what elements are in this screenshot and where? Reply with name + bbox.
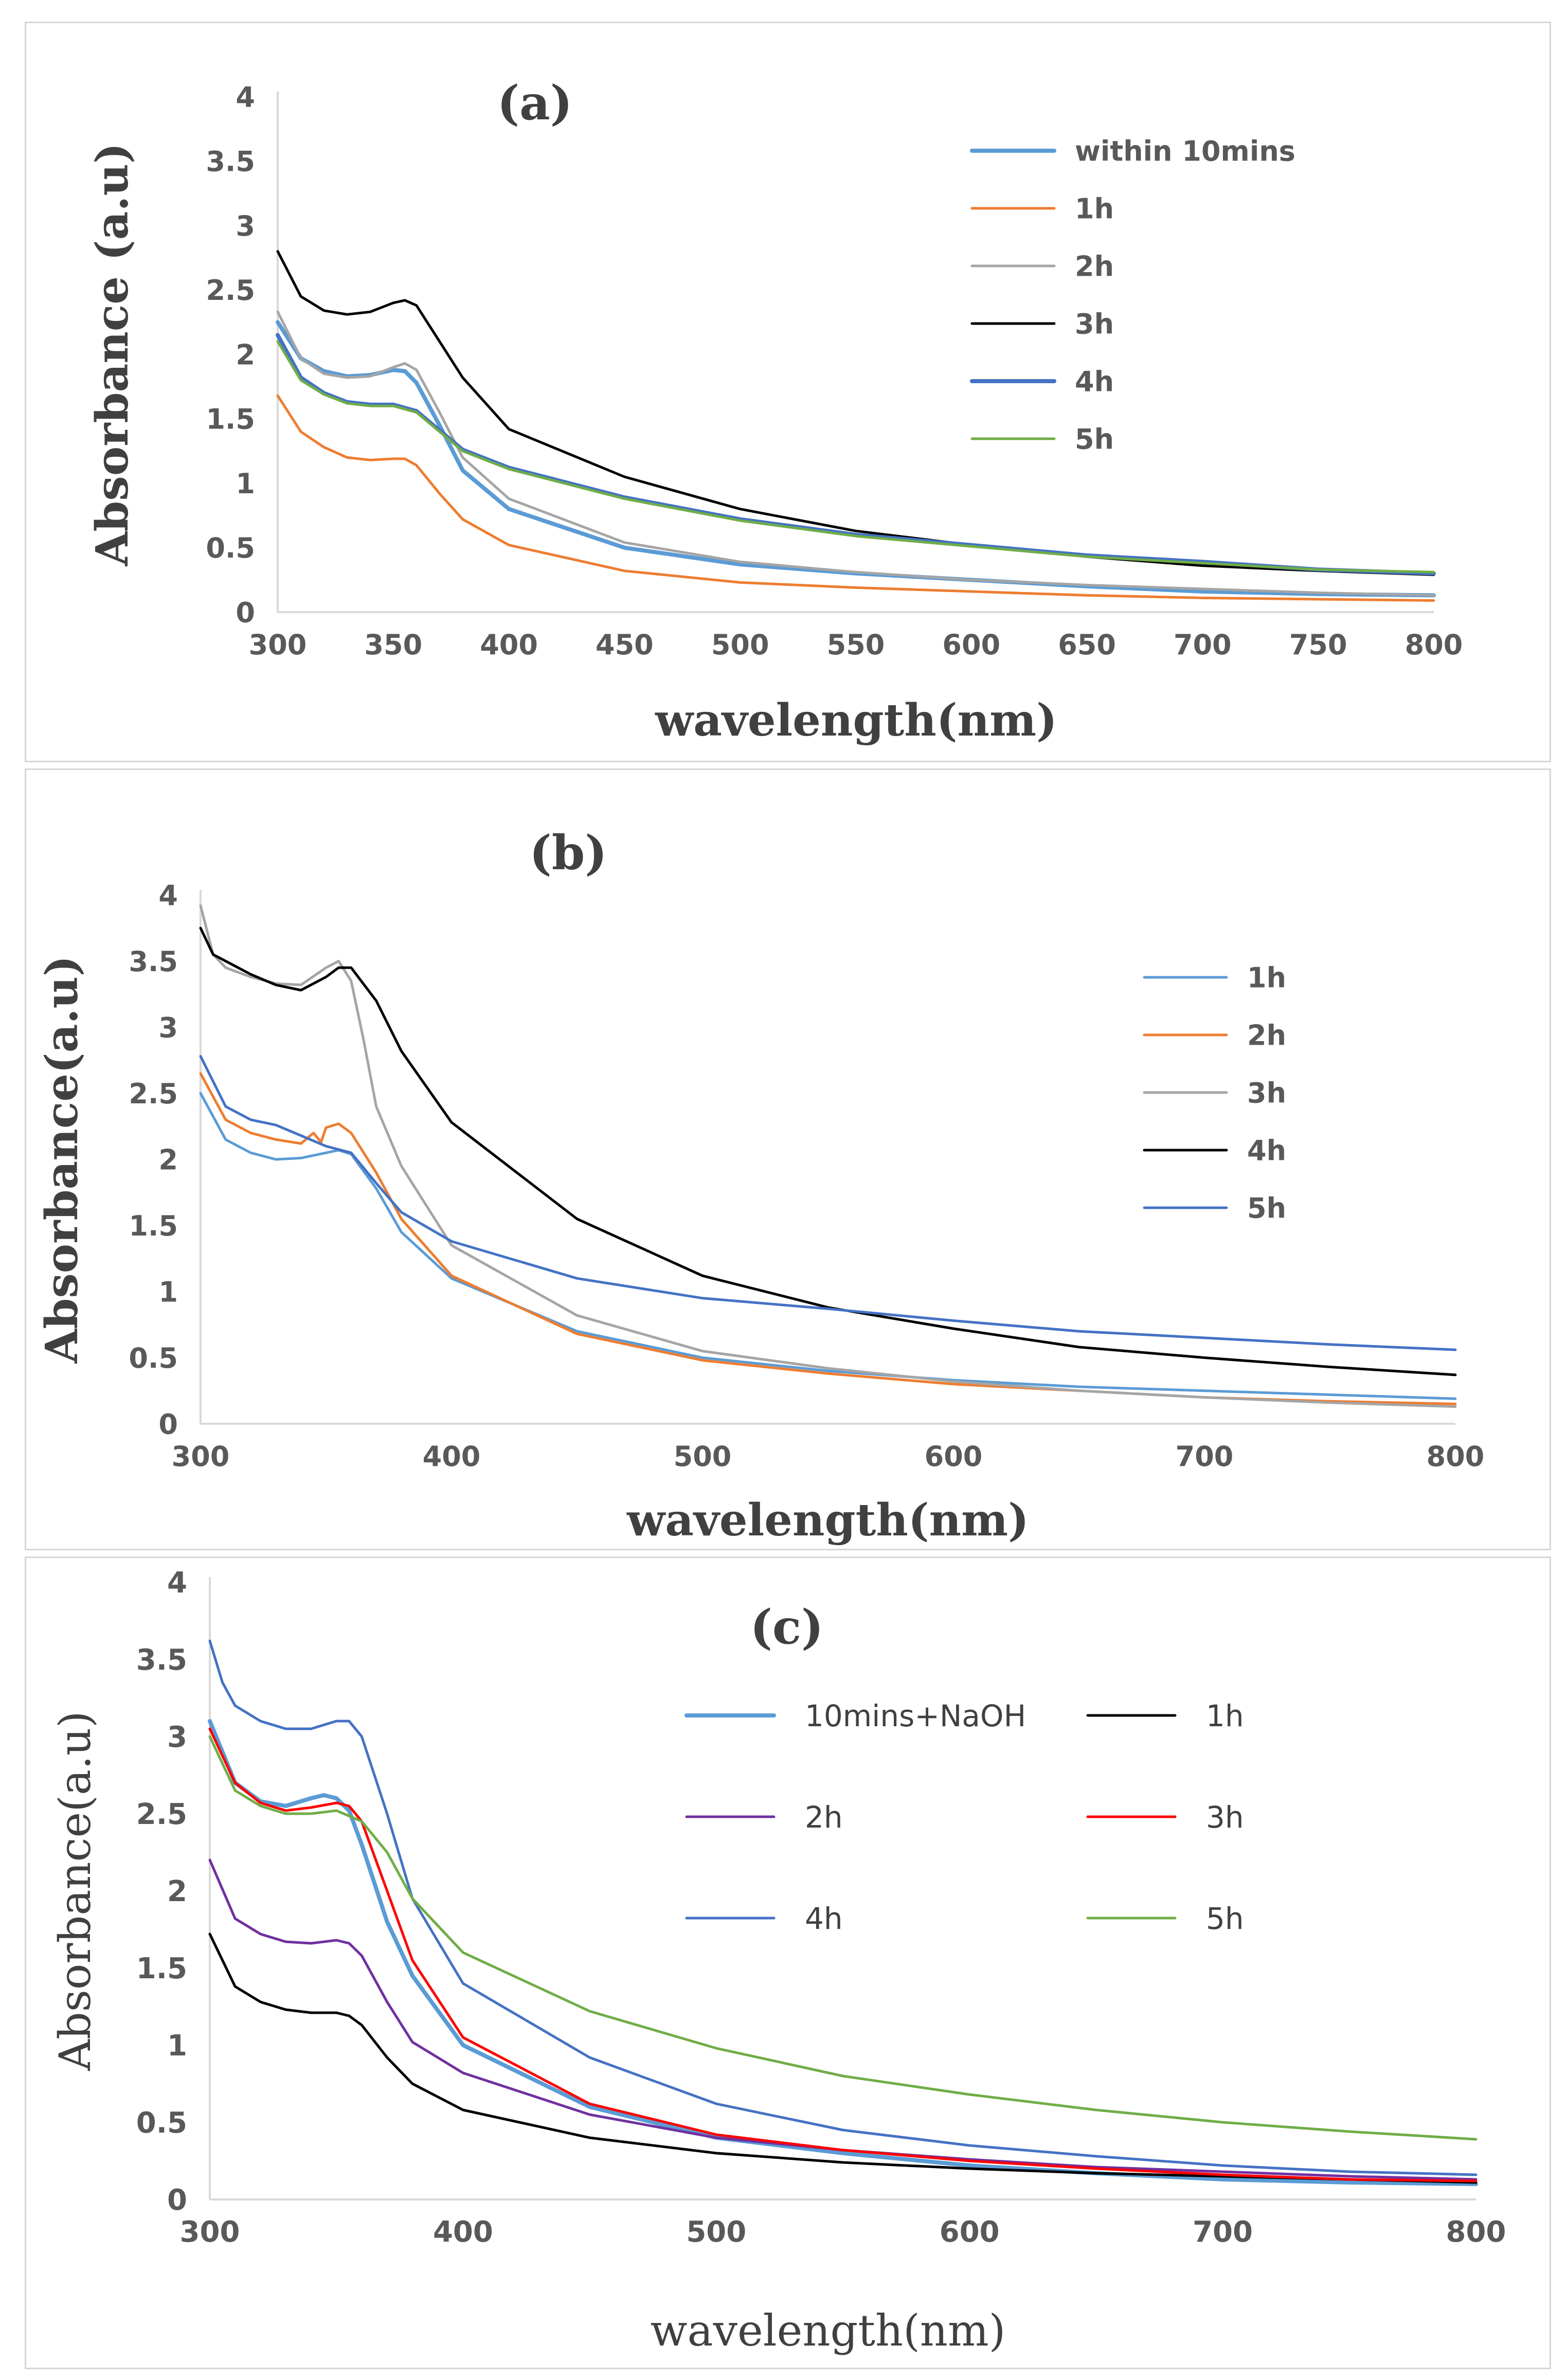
x-tick-label: 700 — [1193, 2215, 1253, 2249]
y-tick-label: 0.5 — [129, 1342, 178, 1374]
series-line-5h — [199, 1055, 1457, 1351]
x-axis-title: wavelength(nm) — [626, 1494, 1029, 1546]
y-tick-label: 1.5 — [129, 1210, 178, 1242]
x-tick-label: 300 — [180, 2215, 240, 2249]
x-tick-label: 650 — [1058, 629, 1116, 661]
series-line-within-10mins — [276, 320, 1436, 598]
y-tick-label: 0 — [158, 1408, 178, 1440]
y-tick-label: 2.5 — [206, 274, 255, 307]
y-axis-title: Absorbance (a.u) — [86, 143, 138, 567]
series-line-1h — [208, 1932, 1477, 2184]
y-axis-title: Absorbance(a.u) — [36, 956, 88, 1364]
y-tick-label: 4 — [167, 1566, 187, 1600]
legend-label: 4h — [1075, 365, 1114, 398]
y-tick-label: 1 — [167, 2029, 187, 2063]
x-tick-label: 500 — [674, 1440, 732, 1473]
y-tick-label: 0.5 — [206, 532, 255, 564]
x-tick-label: 450 — [596, 629, 654, 661]
x-tick-label: 500 — [686, 2215, 746, 2249]
legend-label: 5h — [1247, 1192, 1286, 1224]
legend-label: 5h — [1206, 1901, 1244, 1936]
series-line-5h — [276, 340, 1435, 574]
legend-label: 1h — [1206, 1698, 1244, 1733]
legend-label: 2h — [1075, 250, 1114, 282]
x-tick-label: 600 — [940, 2215, 1000, 2249]
series-line-3h — [276, 250, 1435, 576]
y-tick-label: 4 — [236, 81, 255, 113]
legend-label: 5h — [1075, 423, 1114, 455]
series-line-2h — [208, 1858, 1477, 2181]
legend-label: 2h — [805, 1800, 843, 1835]
legend-label: 3h — [1075, 308, 1114, 340]
legend-label: 3h — [1247, 1077, 1286, 1109]
y-tick-label: 4 — [158, 879, 178, 911]
y-tick-label: 0 — [167, 2184, 187, 2217]
y-tick-label: 3 — [167, 1721, 187, 1754]
panel-label: (b) — [529, 825, 607, 881]
y-tick-label: 3 — [236, 210, 255, 242]
x-axis-title: wavelength(nm) — [655, 694, 1057, 746]
x-tick-label: 300 — [249, 629, 307, 661]
legend-label: 2h — [1247, 1019, 1286, 1051]
x-tick-label: 400 — [423, 1440, 481, 1473]
legend-label: within 10mins — [1075, 135, 1295, 167]
x-tick-label: 350 — [364, 629, 422, 661]
series-line-10mins-naoh — [208, 1719, 1478, 2186]
legend-label: 3h — [1206, 1800, 1244, 1835]
x-tick-label: 750 — [1289, 629, 1347, 661]
y-tick-label: 2.5 — [136, 1798, 187, 1831]
y-tick-label: 1.5 — [206, 403, 255, 436]
series-line-5h — [208, 1735, 1477, 2141]
series-line-1h — [276, 394, 1435, 602]
y-tick-label: 1.5 — [136, 1952, 187, 1985]
x-tick-label: 600 — [942, 629, 1000, 661]
y-tick-label: 0.5 — [136, 2106, 187, 2140]
y-tick-label: 1 — [236, 468, 255, 500]
y-tick-label: 3.5 — [136, 1643, 187, 1677]
x-tick-label: 700 — [1174, 629, 1232, 661]
series-line-3h — [208, 1727, 1477, 2182]
series-line-4h — [199, 926, 1457, 1376]
x-tick-label: 500 — [711, 629, 769, 661]
chart-c: 300 400 500 600 700 800 0 0.5 1 1.5 2 2.5 3 3.5 4 wavel… — [50, 1566, 1506, 2356]
x-tick-label: 800 — [1427, 1440, 1485, 1473]
panel-label: (c) — [750, 1599, 823, 1655]
chart-b: 300 400 500 600 700 800 0 0.5 1 1.5 2 2.5 3 3.5 4 wavel… — [36, 825, 1484, 1546]
x-tick-label: 400 — [480, 629, 538, 661]
series-line-1h — [199, 1092, 1457, 1400]
legend-label: 10mins+NaOH — [805, 1698, 1026, 1733]
y-tick-label: 1 — [158, 1276, 178, 1308]
y-tick-label: 3.5 — [206, 146, 255, 178]
x-tick-label: 700 — [1176, 1440, 1234, 1473]
x-tick-label: 300 — [172, 1440, 230, 1473]
legend-label: 4h — [805, 1901, 843, 1936]
y-tick-label: 2 — [236, 338, 255, 371]
chart-panel-a — [25, 22, 1551, 762]
y-tick-label: 3 — [158, 1011, 178, 1044]
x-tick-label: 550 — [827, 629, 885, 661]
y-tick-label: 3.5 — [129, 945, 178, 978]
series-line-2h — [199, 1072, 1457, 1405]
x-axis-title: wavelength(nm) — [651, 2305, 1006, 2356]
series-line-4h — [208, 1639, 1477, 2176]
chart-panel-c — [25, 1556, 1551, 2369]
legend-label: 1h — [1075, 192, 1114, 225]
y-tick-label: 2 — [158, 1143, 178, 1176]
panel-label: (a) — [497, 75, 573, 131]
x-tick-label: 800 — [1405, 629, 1463, 661]
x-tick-label: 400 — [433, 2215, 493, 2249]
series-line-4h — [276, 333, 1436, 576]
x-tick-label: 600 — [925, 1440, 983, 1473]
x-tick-label: 800 — [1446, 2215, 1506, 2249]
y-axis-title: Absorbance(a.u) — [50, 1711, 100, 2071]
y-tick-label: 2.5 — [129, 1078, 178, 1110]
series-line-2h — [276, 310, 1435, 597]
legend-label: 1h — [1247, 961, 1286, 994]
y-tick-label: 0 — [236, 596, 255, 629]
chart-a: 300 350 400 450 500 550 600 650 700 750 800 0 0.5 1 1.… — [86, 75, 1463, 746]
y-tick-label: 2 — [167, 1875, 187, 1908]
legend-label: 4h — [1247, 1134, 1286, 1167]
